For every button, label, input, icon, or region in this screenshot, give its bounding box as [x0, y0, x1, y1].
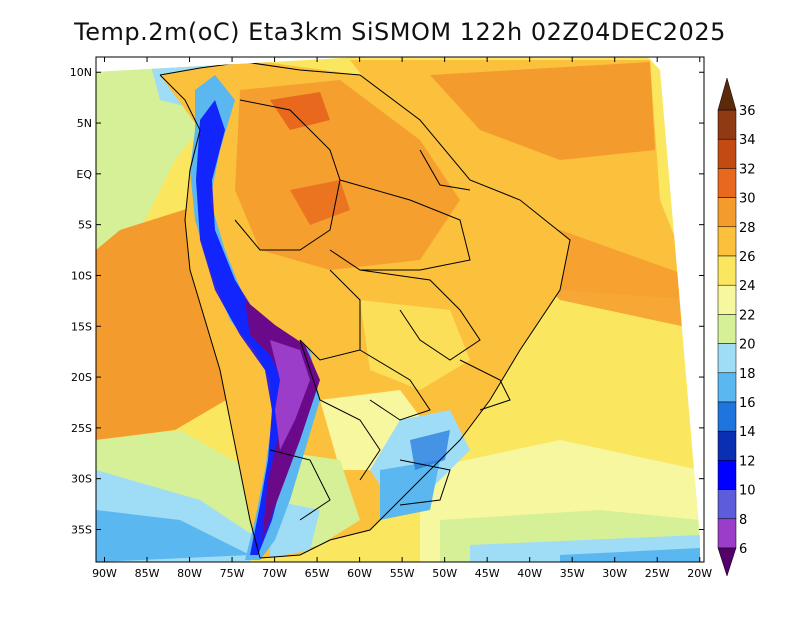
temperature-field [96, 57, 700, 562]
colorbar-swatch [717, 430, 737, 461]
colorbar-label: 36 [739, 104, 756, 119]
colorbar-label: 12 [739, 454, 756, 469]
colorbar-swatch [717, 314, 737, 344]
colorbar-label: 28 [739, 221, 756, 236]
lat-label: 20S [71, 371, 92, 384]
lat-label: 5N [77, 117, 92, 130]
colorbar-label: 34 [739, 133, 756, 148]
map-title: Temp.2m(oC) Eta3km SiSMOM 122h 02Z04DEC2… [74, 18, 726, 46]
lon-label: 65W [305, 567, 330, 580]
colorbar-swatch [717, 343, 737, 374]
colorbar-label: 30 [739, 192, 756, 207]
lon-label: 70W [262, 567, 287, 580]
lat-label: 15S [71, 320, 92, 333]
lat-label: 10N [70, 66, 92, 79]
country-borders [159, 61, 571, 559]
lat-label: 30S [71, 473, 92, 486]
lon-label: 60W [347, 567, 372, 580]
colorbar-swatch [717, 401, 737, 432]
colorbar-label: 20 [739, 338, 756, 353]
colorbar-label: 18 [739, 367, 756, 382]
lon-label: 50W [432, 567, 457, 580]
colorbar-label: 8 [739, 513, 747, 528]
lat-label: 35S [71, 523, 92, 536]
lon-label: 45W [475, 567, 500, 580]
colorbar-swatch [717, 255, 737, 286]
lat-label: 25S [71, 422, 92, 435]
colorbar-bottom-arrow [717, 547, 737, 577]
lon-label: 90W [92, 567, 117, 580]
lat-label: 10S [71, 269, 92, 282]
lon-label: 30W [602, 567, 627, 580]
colorbar-swatch [717, 168, 737, 198]
lon-label: 85W [135, 567, 160, 580]
colorbar-top-arrow [717, 77, 737, 111]
colorbar-label: 10 [739, 484, 756, 499]
colorbar-label: 14 [739, 425, 756, 440]
colorbar-swatch [717, 460, 737, 490]
colorbar-label: 22 [739, 308, 756, 323]
colorbar-label: 26 [739, 250, 756, 265]
colorbar-swatch [717, 109, 737, 140]
latitude-axis: 10N 5N EQ 5S 10S 15S 20S 25S 30S 35S [70, 66, 704, 536]
lon-label: 25W [645, 567, 670, 580]
colorbar-label: 16 [739, 396, 756, 411]
lat-label: EQ [76, 168, 92, 181]
colorbar-swatch [717, 226, 737, 257]
colorbar-swatch [717, 489, 737, 520]
colorbar-swatch [717, 372, 737, 403]
colorbar: 36 34 32 30 28 26 24 22 20 18 16 14 12 10 8 6 [717, 77, 756, 577]
lon-label: 40W [517, 567, 542, 580]
lat-label: 5S [78, 219, 92, 232]
colorbar-swatch [717, 197, 737, 228]
colorbar-swatch [717, 284, 737, 315]
lon-label: 55W [390, 567, 415, 580]
colorbar-label: 6 [739, 542, 747, 557]
longitude-axis: 90W 85W 80W 75W 70W 65W 60W 55W 50W 45W 40W 35W 30W 2… [92, 57, 712, 580]
map-frame [95, 56, 705, 563]
lon-label: 35W [560, 567, 585, 580]
lon-label: 20W [687, 567, 712, 580]
colorbar-swatch [717, 518, 737, 549]
colorbar-swatch [717, 138, 737, 169]
colorbar-label: 32 [739, 162, 756, 177]
lon-label: 80W [177, 567, 202, 580]
colorbar-label: 24 [739, 279, 756, 294]
lon-label: 75W [220, 567, 245, 580]
